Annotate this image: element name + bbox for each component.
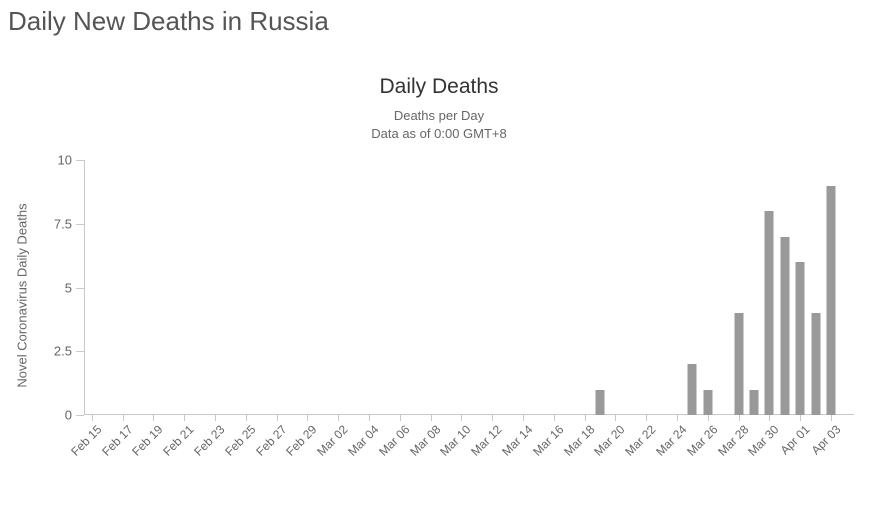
x-tick-label: Feb 29 (283, 421, 321, 459)
x-tick-label: Feb 17 (99, 421, 137, 459)
bar[interactable] (811, 313, 820, 415)
x-tick (461, 415, 462, 421)
bar[interactable] (595, 390, 604, 416)
x-tick (831, 415, 832, 421)
x-tick (277, 415, 278, 421)
x-tick-label: Mar 06 (376, 421, 414, 459)
x-tick-label: Feb 19 (129, 421, 167, 459)
x-tick (800, 415, 801, 421)
x-tick-label: Apr 01 (778, 421, 814, 457)
x-tick-label: Mar 26 (684, 421, 722, 459)
x-tick (307, 415, 308, 421)
bar[interactable] (734, 313, 743, 415)
chart-title: Daily Deaths (4, 75, 874, 99)
y-axis-line (84, 160, 85, 415)
y-tick-label: 0 (65, 408, 84, 423)
y-tick-label: 10 (58, 153, 84, 168)
y-axis-title: Novel Coronavirus Daily Deaths (15, 203, 30, 387)
x-tick (492, 415, 493, 421)
bar[interactable] (765, 211, 774, 415)
x-tick (123, 415, 124, 421)
x-tick-label: Mar 20 (591, 421, 629, 459)
x-tick (646, 415, 647, 421)
x-tick (615, 415, 616, 421)
plot-area: 02.557.510 (84, 160, 854, 415)
x-tick (184, 415, 185, 421)
x-tick-label: Mar 12 (468, 421, 506, 459)
x-tick-label: Mar 28 (715, 421, 753, 459)
x-tick (769, 415, 770, 421)
x-tick-label: Mar 02 (314, 421, 352, 459)
y-tick-label: 5 (65, 280, 84, 295)
x-tick (677, 415, 678, 421)
page-title: Daily New Deaths in Russia (8, 6, 878, 37)
chart-container: Daily Deaths Deaths per Day Data as of 0… (4, 75, 874, 415)
x-tick (92, 415, 93, 421)
x-tick-label: Mar 14 (499, 421, 537, 459)
x-tick (215, 415, 216, 421)
x-tick (246, 415, 247, 421)
x-tick-label: Mar 24 (653, 421, 691, 459)
x-tick-label: Mar 30 (745, 421, 783, 459)
x-tick (338, 415, 339, 421)
bar[interactable] (780, 237, 789, 416)
x-tick-label: Feb 25 (222, 421, 260, 459)
x-tick-label: Feb 21 (160, 421, 198, 459)
x-tick (431, 415, 432, 421)
x-tick-label: Apr 03 (808, 421, 844, 457)
x-tick (369, 415, 370, 421)
x-tick (523, 415, 524, 421)
x-tick-label: Mar 10 (437, 421, 475, 459)
chart-subtitle-line1: Deaths per Day (394, 108, 484, 123)
x-tick (708, 415, 709, 421)
x-tick-label: Mar 16 (530, 421, 568, 459)
bar[interactable] (703, 390, 712, 416)
y-tick-label: 7.5 (54, 216, 84, 231)
x-tick-label: Feb 15 (68, 421, 106, 459)
x-tick-label: Feb 27 (253, 421, 291, 459)
x-tick (585, 415, 586, 421)
bar[interactable] (796, 262, 805, 415)
x-tick (739, 415, 740, 421)
chart-subtitle: Deaths per Day Data as of 0:00 GMT+8 (4, 107, 874, 142)
x-tick (554, 415, 555, 421)
x-axis-ticks: Feb 15Feb 17Feb 19Feb 21Feb 23Feb 25Feb … (84, 415, 854, 485)
bar[interactable] (749, 390, 758, 416)
x-tick-label: Mar 08 (407, 421, 445, 459)
bar[interactable] (826, 186, 835, 416)
y-tick-label: 2.5 (54, 344, 84, 359)
chart-subtitle-line2: Data as of 0:00 GMT+8 (371, 126, 506, 141)
x-tick-label: Mar 18 (561, 421, 599, 459)
x-tick-label: Mar 04 (345, 421, 383, 459)
x-tick-label: Feb 23 (191, 421, 229, 459)
bar[interactable] (688, 364, 697, 415)
x-tick-label: Mar 22 (622, 421, 660, 459)
x-tick (400, 415, 401, 421)
x-tick (153, 415, 154, 421)
